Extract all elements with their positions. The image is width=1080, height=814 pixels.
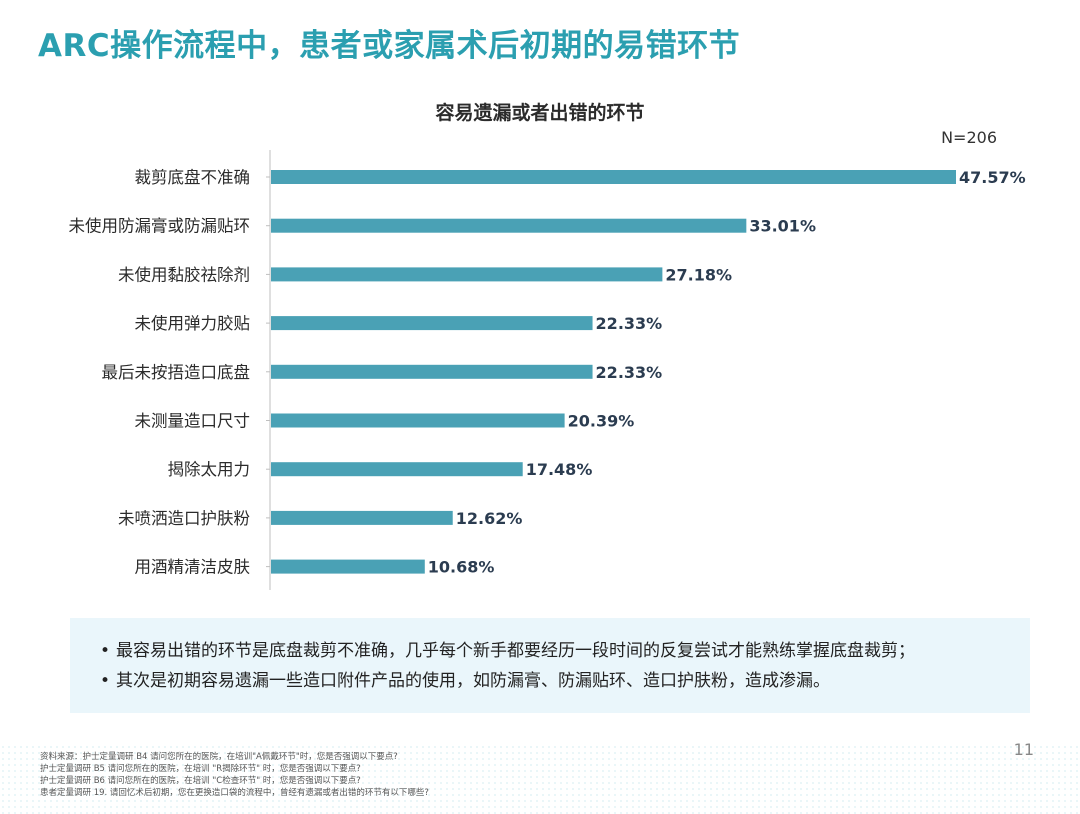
category-label: 未使用防漏膏或防漏贴环: [69, 216, 251, 236]
category-label: 未测量造口尺寸: [135, 412, 251, 431]
bullet-icon: •: [100, 671, 111, 691]
category-label: 未使用黏胶祛除剂: [118, 265, 250, 284]
category-label: 用酒精清洁皮肤: [135, 558, 251, 577]
summary-list: • 最容易出错的环节是底盘裁剪不准确，几乎每个新手都要经历一段时间的反复尝试才能熟…: [70, 618, 1030, 696]
category-label: 未喷洒造口护肤粉: [118, 509, 250, 528]
bar: [271, 316, 593, 331]
category-label: 揭除太用力: [168, 460, 251, 479]
value-label: 12.62%: [456, 509, 523, 528]
sample-size-label: N=206: [941, 128, 997, 147]
footnote-line: 患者定量调研 19. 请回忆术后初期，您在更换造口袋的流程中，曾经有遗漏或者出错…: [40, 788, 429, 798]
chart-title: 容易遗漏或者出错的环节: [435, 102, 645, 124]
summary-item: • 其次是初期容易遗漏一些造口附件产品的使用，如防漏膏、防漏贴环、造口护肤粉，造成…: [100, 666, 1030, 696]
page-title: ARC操作流程中，患者或家属术后初期的易错环节: [38, 28, 741, 64]
bar: [271, 559, 425, 574]
bullet-icon: •: [100, 641, 111, 661]
bar: [271, 364, 593, 379]
bar: [271, 413, 565, 428]
bar: [271, 510, 453, 525]
footnote-line: 护士定量调研 B6 请问您所在的医院，在培训 "C检查环节" 时，您是否强调以下…: [40, 776, 361, 786]
bar: [271, 462, 523, 477]
value-label: 22.33%: [596, 314, 663, 333]
value-label: 22.33%: [596, 363, 663, 382]
category-label: 未使用弹力胶贴: [135, 314, 251, 333]
summary-text: 其次是初期容易遗漏一些造口附件产品的使用，如防漏膏、防漏贴环、造口护肤粉，造成渗…: [116, 671, 830, 691]
bar: [271, 170, 956, 184]
footnote-line: 护士定量调研 B5 请问您所在的医院，在培训 "R揭除环节" 时，您是否强调以下…: [40, 764, 361, 774]
value-label: 27.18%: [665, 265, 732, 284]
summary-text: 最容易出错的环节是底盘裁剪不准确，几乎每个新手都要经历一段时间的反复尝试才能熟练…: [116, 641, 915, 661]
bar: [271, 267, 663, 282]
category-label: 最后未按捂造口底盘: [102, 363, 251, 382]
value-label: 33.01%: [749, 217, 816, 236]
bar-chart: 裁剪底盘不准确 47.57% 未使用防漏膏或防漏贴环 33.01% 未使用黏胶祛除剂 27…: [69, 150, 1026, 590]
category-label: 裁剪底盘不准确: [135, 168, 251, 187]
summary-item: • 最容易出错的环节是底盘裁剪不准确，几乎每个新手都要经历一段时间的反复尝试才能熟…: [100, 636, 1030, 666]
bar: [271, 218, 747, 233]
summary-box: • 最容易出错的环节是底盘裁剪不准确，几乎每个新手都要经历一段时间的反复尝试才能熟…: [70, 618, 1030, 713]
page-number: 11: [1013, 740, 1034, 759]
value-label: 10.68%: [428, 558, 495, 577]
footnote-line: 资料来源：护士定量调研 B4 请问您所在的医院，在培训"A佩戴环节"时，您是否强…: [40, 752, 398, 762]
value-label: 20.39%: [568, 412, 635, 431]
value-label: 47.57%: [959, 168, 1026, 187]
source-footnotes: 资料来源：护士定量调研 B4 请问您所在的医院，在培训"A佩戴环节"时，您是否强…: [40, 751, 429, 799]
value-label: 17.48%: [526, 460, 593, 479]
